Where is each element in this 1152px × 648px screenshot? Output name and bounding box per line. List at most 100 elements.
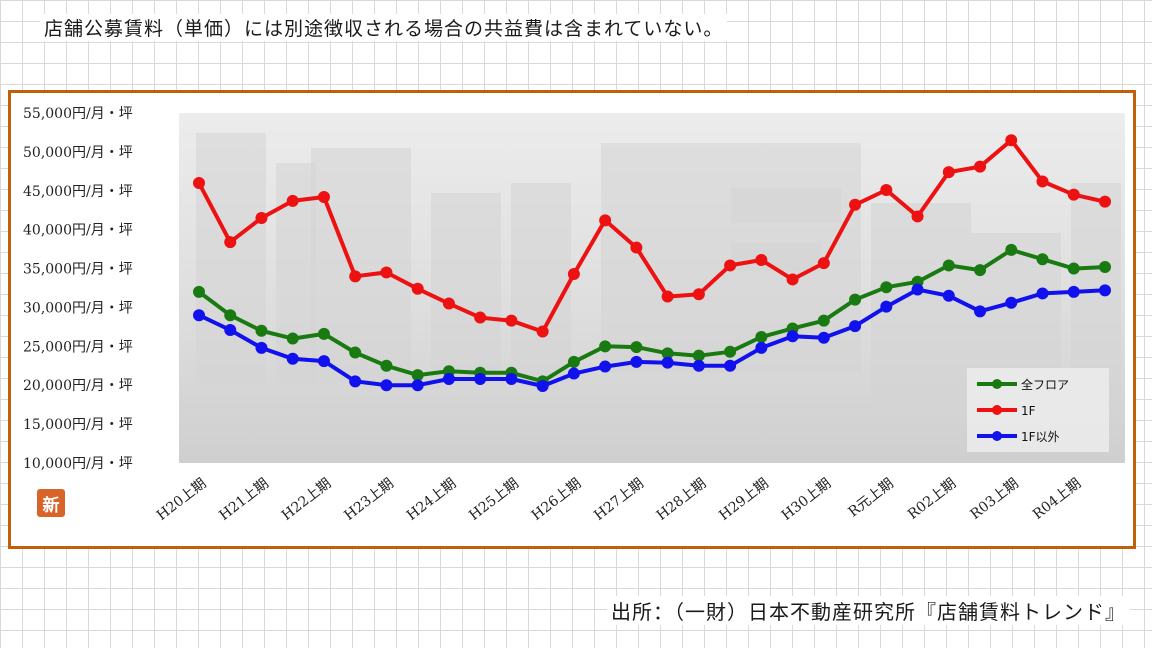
rent-line-chart: 55,000円/月・坪 50,000円/月・坪 45,000円/月・坪 40,000円… bbox=[23, 106, 1125, 524]
backdrop-block bbox=[311, 148, 411, 383]
y-tick-label: 30,000円/月・坪 bbox=[23, 300, 133, 316]
x-tick-label: R02上期 bbox=[905, 476, 959, 523]
data-point bbox=[411, 369, 424, 382]
data-point bbox=[193, 177, 205, 189]
data-point bbox=[911, 283, 924, 296]
legend-marker bbox=[992, 379, 1002, 389]
data-point bbox=[1099, 284, 1111, 297]
backdrop-block bbox=[731, 188, 841, 223]
x-tick-label: H20上期 bbox=[154, 476, 210, 524]
data-point bbox=[942, 259, 955, 272]
data-point bbox=[224, 236, 237, 249]
data-point bbox=[380, 379, 393, 392]
backdrop-block bbox=[731, 243, 821, 271]
x-tick-label: R元上期 bbox=[846, 476, 897, 521]
data-point bbox=[380, 266, 393, 279]
data-point bbox=[817, 314, 830, 327]
backdrop-block bbox=[196, 133, 266, 383]
data-point bbox=[911, 210, 924, 223]
data-point bbox=[974, 305, 987, 318]
data-point bbox=[567, 355, 580, 368]
legend-label: 全フロア bbox=[1021, 377, 1069, 392]
data-point bbox=[755, 341, 768, 354]
data-point bbox=[630, 241, 643, 254]
data-point bbox=[755, 254, 768, 266]
series-全フロア bbox=[193, 243, 1111, 388]
x-tick-label: H30上期 bbox=[779, 476, 835, 524]
data-point bbox=[661, 347, 674, 360]
new-badge: 新 bbox=[37, 489, 65, 517]
data-point bbox=[942, 289, 955, 302]
series-1F bbox=[193, 134, 1111, 338]
data-point bbox=[224, 324, 237, 336]
x-tick-label: H27上期 bbox=[591, 476, 647, 524]
data-point bbox=[505, 373, 518, 385]
y-tick-label: 45,000円/月・坪 bbox=[23, 184, 133, 200]
data-point bbox=[1067, 285, 1080, 298]
data-point bbox=[974, 160, 987, 173]
data-point bbox=[567, 268, 580, 280]
data-point bbox=[255, 324, 268, 337]
data-point bbox=[880, 300, 893, 313]
data-point bbox=[1005, 134, 1018, 147]
data-point bbox=[1005, 243, 1018, 256]
y-tick-label: 25,000円/月・坪 bbox=[23, 339, 133, 355]
data-point bbox=[692, 349, 705, 362]
data-point bbox=[599, 340, 612, 353]
data-point bbox=[630, 355, 643, 368]
data-point bbox=[849, 198, 862, 211]
y-tick-label: 50,000円/月・坪 bbox=[23, 145, 133, 161]
data-point bbox=[411, 379, 424, 392]
data-point bbox=[599, 214, 612, 227]
data-point bbox=[724, 259, 737, 272]
x-tick-label: H22上期 bbox=[279, 476, 335, 524]
x-tick-label: H21上期 bbox=[216, 476, 272, 524]
chart-frame: 55,000円/月・坪 50,000円/月・坪 45,000円/月・坪 40,000円… bbox=[8, 90, 1136, 549]
data-point bbox=[505, 314, 518, 327]
data-point bbox=[380, 359, 393, 372]
x-tick-label: H28上期 bbox=[654, 476, 710, 524]
y-tick-label: 15,000円/月・坪 bbox=[23, 417, 133, 433]
data-point bbox=[224, 309, 237, 322]
y-tick-label: 55,000円/月・坪 bbox=[23, 106, 133, 122]
data-point bbox=[286, 352, 299, 365]
y-tick-label: 35,000円/月・坪 bbox=[23, 262, 133, 278]
data-point bbox=[442, 297, 455, 310]
data-point bbox=[1005, 296, 1018, 309]
data-point bbox=[1099, 195, 1111, 208]
data-point bbox=[317, 191, 330, 203]
y-tick-label: 20,000円/月・坪 bbox=[23, 378, 133, 394]
data-point bbox=[317, 355, 330, 368]
x-tick-label: R03上期 bbox=[967, 476, 1021, 523]
rent-note: 店舗公募賃料（単価）には別途徴収される場合の共益費は含まれていない。 bbox=[40, 14, 728, 41]
data-point bbox=[692, 288, 705, 301]
data-point bbox=[286, 332, 299, 345]
data-point bbox=[755, 331, 768, 343]
data-point bbox=[474, 311, 487, 324]
data-point bbox=[599, 360, 612, 373]
data-point bbox=[349, 375, 362, 388]
data-point bbox=[349, 270, 362, 283]
data-point bbox=[692, 359, 705, 372]
data-point bbox=[724, 345, 737, 358]
data-point bbox=[661, 356, 674, 369]
x-tick-label: H26上期 bbox=[529, 476, 585, 524]
data-point bbox=[1099, 261, 1111, 273]
backdrop-block bbox=[511, 183, 571, 383]
data-point bbox=[349, 346, 362, 359]
data-point bbox=[817, 331, 830, 344]
series-1F以外 bbox=[193, 283, 1111, 392]
data-point bbox=[817, 257, 830, 270]
data-point bbox=[1067, 188, 1080, 201]
data-point bbox=[286, 194, 299, 207]
data-point bbox=[661, 290, 674, 303]
x-tick-label: R04上期 bbox=[1030, 476, 1084, 523]
data-point bbox=[567, 367, 580, 380]
data-point bbox=[1036, 253, 1049, 266]
data-point bbox=[849, 320, 862, 333]
data-point bbox=[442, 373, 455, 385]
legend-marker bbox=[992, 431, 1002, 441]
source-credit: 出所：（一財）日本不動産研究所『店舗賃料トレンド』 bbox=[607, 596, 1130, 625]
x-tick-label: H25上期 bbox=[466, 476, 522, 524]
data-point bbox=[630, 341, 643, 354]
